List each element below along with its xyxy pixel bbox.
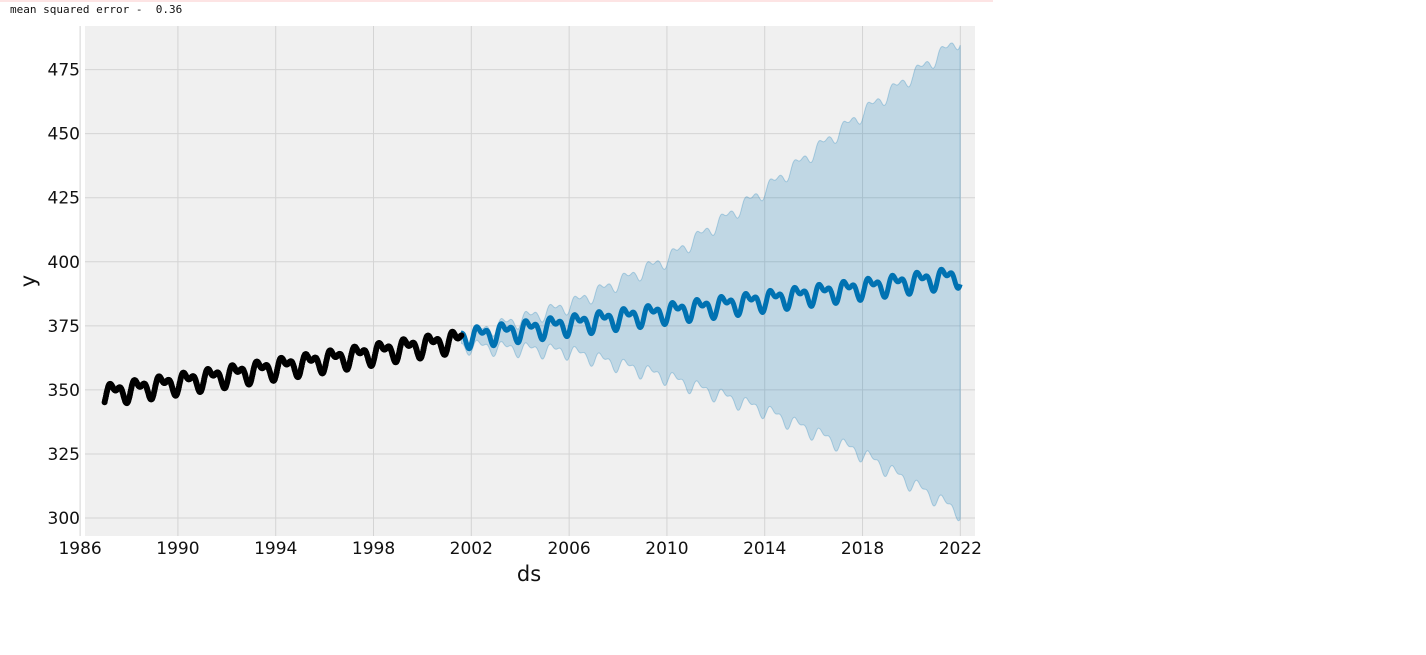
y-tick-label: 375 xyxy=(48,317,80,337)
y-axis-label: y xyxy=(16,275,40,287)
y-tick-label: 400 xyxy=(48,253,80,273)
y-tick-labels: 300 325 350 375 400 425 450 475 xyxy=(48,61,80,529)
y-tick-label: 425 xyxy=(48,189,80,209)
y-tick-label: 350 xyxy=(48,381,80,401)
plot-background xyxy=(85,26,975,536)
x-tick-labels: 1986 1990 1994 1998 2002 2006 2010 2014 2018 2022 xyxy=(58,539,981,559)
x-tick-label: 1990 xyxy=(156,539,199,559)
y-tick-label: 475 xyxy=(48,61,80,81)
forecast-line xyxy=(459,266,963,352)
x-tick-label: 1986 xyxy=(58,539,101,559)
y-tick-label: 300 xyxy=(48,509,80,529)
x-tick-label: 2018 xyxy=(841,539,884,559)
history-points xyxy=(101,328,465,407)
y-tick-label: 325 xyxy=(48,445,80,465)
mse-label: mean squared error - xyxy=(10,3,143,16)
uncertainty-band xyxy=(461,42,961,522)
x-tick-label: 1994 xyxy=(254,539,297,559)
x-axis-label: ds xyxy=(517,562,541,586)
y-tick-label: 450 xyxy=(48,125,80,145)
x-tick-label: 2010 xyxy=(645,539,688,559)
x-tick-label: 2002 xyxy=(450,539,493,559)
x-tick-label: 1998 xyxy=(352,539,395,559)
mse-output: mean squared error - 0.36 xyxy=(10,3,182,16)
history-point xyxy=(458,332,465,339)
x-tick-label: 2006 xyxy=(547,539,590,559)
x-tick-label: 2014 xyxy=(743,539,786,559)
output-top-strip xyxy=(0,0,993,2)
x-tick-label: 2022 xyxy=(939,539,982,559)
grid-lines xyxy=(79,26,975,536)
mse-value: 0.36 xyxy=(155,3,183,16)
